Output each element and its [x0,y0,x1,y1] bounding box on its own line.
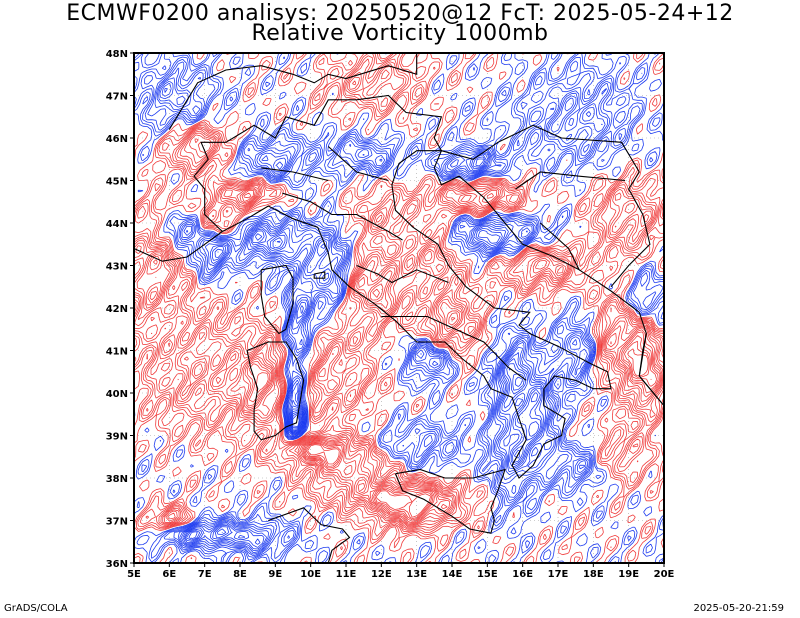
longitude-axis: 5E 6E 7E 8E 9E 10E 11E 12E 13E 14E 15E 16E 17E 18E 19E… [127,563,675,580]
negative-contour [134,53,664,563]
coastline [638,333,664,407]
x-tick-label: 12E [371,569,392,580]
map-title: ECMWF0200 analisys: 20250520@12 FcT: 202… [66,1,734,26]
y-tick-label: 47N [106,92,128,103]
negative-contour [188,158,544,540]
positive-contour [134,53,664,551]
y-tick-label: 37N [106,517,128,528]
positive-contour [149,195,657,521]
border-line [539,222,580,271]
latitude-axis: 36N 37N 38N 39N 40N 41N 42N 43N 44N 45N 46N 47N 48N [106,49,134,570]
positive-contour [134,66,664,529]
coastline [134,231,223,262]
y-tick-label: 48N [106,49,128,60]
positive-contour [248,340,652,519]
x-tick-label: 14E [442,569,463,580]
x-tick-label: 16E [512,569,533,580]
coastline [246,341,305,441]
x-tick-label: 5E [127,569,141,580]
x-tick-label: 20E [654,569,675,580]
negative-contour [154,61,657,555]
x-tick-label: 13E [406,569,427,580]
negative-contour [159,80,592,550]
y-tick-label: 44N [106,219,128,230]
positive-contour [134,53,664,563]
y-tick-label: 42N [106,304,128,315]
y-tick-label: 40N [106,389,128,400]
negative-contour [158,77,603,551]
border-line [168,53,418,130]
negative-contour [191,240,543,538]
positive-contour [134,134,663,525]
x-tick-label: 10E [300,569,321,580]
x-tick-label: 8E [233,569,247,580]
x-tick-label: 15E [477,569,498,580]
negative-contour [156,67,607,554]
negative-contour [134,53,664,563]
software-credit: GrADS/COLA [4,603,68,614]
positive-contour [134,55,664,531]
vorticity-contours [134,53,664,563]
negative-contour [186,156,546,541]
border-line [327,146,389,182]
border-line [356,264,449,284]
negative-contour [164,88,552,545]
negative-contour [134,53,664,563]
x-tick-label: 18E [583,569,604,580]
x-tick-label: 11E [336,569,357,580]
x-tick-label: 6E [162,569,176,580]
negative-contour [134,56,664,559]
positive-contour [255,348,649,518]
positive-contour [145,190,661,523]
x-tick-label: 9E [268,569,282,580]
negative-contour [161,82,586,548]
map-subtitle: Relative Vorticity 1000mb [251,21,549,46]
positive-contour [134,58,664,530]
y-tick-label: 41N [106,347,128,358]
x-tick-label: 7E [198,569,212,580]
border-line [515,171,626,190]
y-tick-label: 45N [106,177,128,188]
negative-contour [144,58,664,557]
border-line [282,192,403,241]
y-tick-label: 39N [106,432,128,443]
border-line [441,124,651,288]
x-tick-label: 17E [548,569,569,580]
y-tick-label: 36N [106,559,128,570]
positive-contour [135,138,662,524]
coastline [222,150,664,479]
y-tick-label: 38N [106,474,128,485]
coastline [313,271,326,279]
border-line [261,167,329,182]
coastline [268,507,351,563]
coastline-borders [134,53,664,563]
y-tick-label: 46N [106,134,128,145]
coastline [394,468,506,534]
render-timestamp: 2025-05-20-21:59 [693,603,784,614]
x-tick-label: 19E [618,569,639,580]
border-line [193,94,443,232]
negative-contour [291,368,542,463]
coastline [260,264,294,335]
border-line [381,315,527,381]
y-tick-label: 43N [106,262,128,273]
